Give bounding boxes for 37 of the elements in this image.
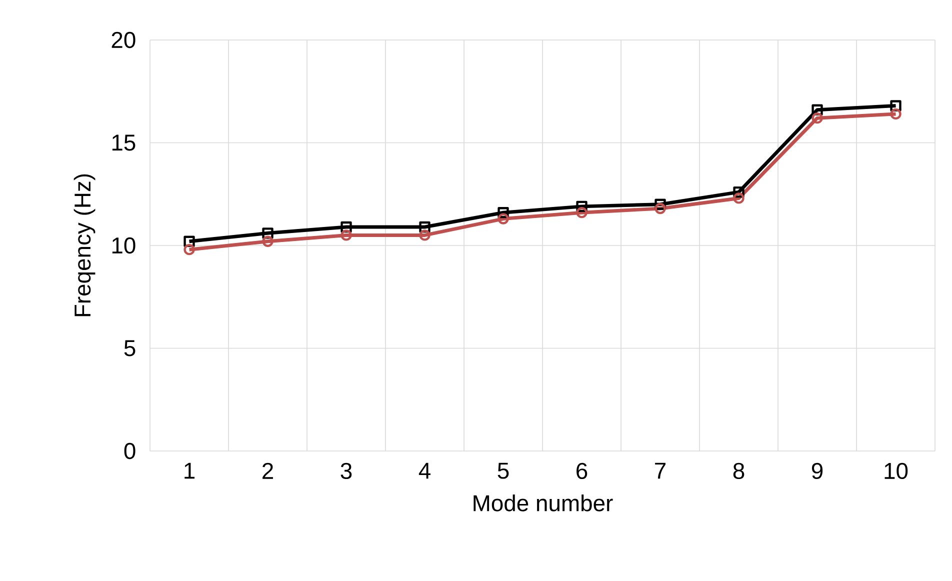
point [890,100,902,112]
point [654,202,666,214]
point [184,236,195,247]
y-axis-title: Freqency (Hz) [74,174,96,316]
x-tick-label: 2 [262,462,273,479]
point [184,244,195,256]
point [812,104,823,116]
x-tick-label: 10 [884,462,908,480]
x-tick-label: 5 [498,462,509,479]
point [340,221,352,233]
point [419,221,430,233]
point [419,230,430,241]
point [498,207,509,218]
y-tick-label: 5 [124,340,136,356]
point [733,192,744,204]
y-tick-label: 10 [112,237,136,254]
point [340,230,352,241]
point [733,186,744,198]
x-tick-label: 4 [418,462,430,479]
point [498,213,509,224]
point [654,198,666,210]
x-tick-label: 9 [812,462,823,480]
x-tick-label: 3 [340,462,352,480]
x-axis-title: Mode number [474,494,613,512]
point [576,207,588,218]
y-tick-label: 20 [112,32,136,48]
x-tick-label: 1 [184,462,195,479]
y-tick-label: 0 [124,442,136,460]
point [812,112,823,124]
point [576,200,588,212]
y-tick-label: 15 [112,134,136,151]
point [262,236,274,247]
point [262,228,274,239]
x-tick-label: 6 [576,462,588,480]
point [890,108,902,120]
x-tick-label: 8 [733,462,744,480]
x-tick-label: 7 [655,462,666,479]
